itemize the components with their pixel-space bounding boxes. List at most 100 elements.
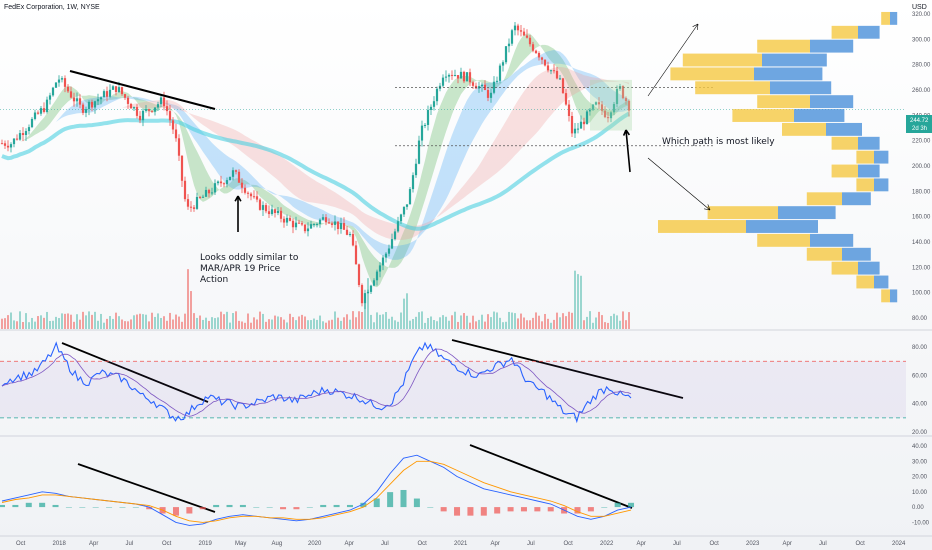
- candle-body[interactable]: [621, 86, 625, 99]
- candle-body[interactable]: [627, 100, 631, 111]
- candle-body[interactable]: [585, 111, 589, 125]
- candle-body[interactable]: [348, 234, 352, 236]
- candle-body[interactable]: [453, 75, 457, 77]
- candle-body[interactable]: [486, 90, 490, 98]
- arrow-bull-path[interactable]: [647, 23, 699, 97]
- drawings[interactable]: [61, 23, 711, 513]
- candle-body[interactable]: [78, 98, 82, 105]
- candle-body[interactable]: [240, 182, 244, 188]
- candle-body[interactable]: [207, 189, 211, 194]
- candle-body[interactable]: [468, 72, 472, 83]
- candle-body[interactable]: [219, 181, 223, 184]
- candle-body[interactable]: [294, 222, 298, 228]
- candle-body[interactable]: [507, 43, 511, 47]
- candle-body[interactable]: [279, 210, 283, 219]
- candle-body[interactable]: [510, 30, 514, 44]
- candle-body[interactable]: [258, 199, 262, 210]
- candle-body[interactable]: [552, 70, 556, 72]
- candle-body[interactable]: [147, 109, 151, 111]
- candle-body[interactable]: [213, 183, 217, 193]
- candle-body[interactable]: [318, 219, 322, 225]
- candle-body[interactable]: [606, 117, 610, 119]
- candle-body[interactable]: [72, 97, 76, 102]
- candle-body[interactable]: [357, 264, 361, 286]
- candle-body[interactable]: [93, 101, 97, 108]
- candle-body[interactable]: [192, 207, 196, 209]
- candle-body[interactable]: [321, 217, 325, 220]
- candle-body[interactable]: [339, 223, 343, 229]
- candle-body[interactable]: [498, 65, 502, 81]
- candle-body[interactable]: [570, 116, 574, 134]
- candle-body[interactable]: [504, 46, 508, 63]
- candle-body[interactable]: [255, 196, 259, 200]
- candle-body[interactable]: [543, 59, 547, 66]
- candle-body[interactable]: [183, 180, 187, 200]
- candle-body[interactable]: [378, 265, 382, 272]
- candle-body[interactable]: [375, 271, 379, 281]
- projection-box[interactable]: [590, 79, 632, 131]
- candle-body[interactable]: [33, 112, 37, 119]
- candle-body[interactable]: [87, 101, 91, 110]
- candle-body[interactable]: [210, 192, 214, 194]
- candle-body[interactable]: [108, 89, 112, 97]
- candle-body[interactable]: [324, 217, 328, 223]
- candle-body[interactable]: [135, 107, 139, 116]
- arrow-bull-path-head[interactable]: [692, 23, 699, 30]
- candle-body[interactable]: [276, 210, 280, 213]
- candle-body[interactable]: [408, 189, 412, 205]
- candle-body[interactable]: [81, 104, 85, 113]
- trendline-macd-2018[interactable]: [77, 463, 216, 513]
- candle-body[interactable]: [537, 53, 541, 58]
- candle-body[interactable]: [306, 228, 310, 232]
- candle-body[interactable]: [450, 74, 454, 76]
- candle-body[interactable]: [225, 180, 229, 185]
- candle-body[interactable]: [582, 121, 586, 125]
- candle-body[interactable]: [426, 109, 430, 125]
- candle-body[interactable]: [141, 110, 145, 121]
- candle-body[interactable]: [396, 221, 400, 232]
- candle-body[interactable]: [612, 104, 616, 113]
- candle-body[interactable]: [48, 95, 52, 100]
- candle-body[interactable]: [384, 253, 388, 258]
- candle-body[interactable]: [120, 87, 124, 95]
- candle-body[interactable]: [237, 171, 241, 183]
- candle-body[interactable]: [591, 104, 595, 110]
- candle-body[interactable]: [273, 209, 277, 213]
- candle-body[interactable]: [222, 183, 226, 185]
- candle-body[interactable]: [387, 248, 391, 254]
- candle-body[interactable]: [417, 140, 421, 164]
- candle-body[interactable]: [243, 187, 247, 193]
- price-candles[interactable]: [0, 22, 631, 310]
- candle-body[interactable]: [309, 224, 313, 229]
- candle-body[interactable]: [102, 91, 106, 98]
- candle-body[interactable]: [24, 131, 28, 136]
- candle-body[interactable]: [369, 285, 373, 292]
- candle-body[interactable]: [354, 245, 358, 265]
- candle-body[interactable]: [516, 25, 520, 31]
- candle-body[interactable]: [522, 31, 526, 36]
- candle-body[interactable]: [264, 205, 268, 212]
- candle-body[interactable]: [549, 70, 553, 72]
- candle-body[interactable]: [435, 88, 439, 102]
- candle-body[interactable]: [390, 239, 394, 249]
- candle-body[interactable]: [174, 129, 178, 139]
- candle-body[interactable]: [66, 86, 70, 92]
- candle-body[interactable]: [600, 104, 604, 111]
- candle-body[interactable]: [597, 102, 601, 105]
- candle-body[interactable]: [465, 72, 469, 82]
- candle-body[interactable]: [234, 170, 238, 172]
- candle-body[interactable]: [459, 71, 463, 79]
- candle-body[interactable]: [513, 25, 517, 31]
- candle-body[interactable]: [228, 176, 232, 181]
- candle-body[interactable]: [168, 111, 172, 121]
- candle-body[interactable]: [489, 92, 493, 98]
- candle-body[interactable]: [342, 223, 346, 230]
- candle-body[interactable]: [114, 86, 118, 92]
- candle-body[interactable]: [39, 108, 43, 114]
- candle-body[interactable]: [555, 70, 559, 79]
- candle-body[interactable]: [471, 82, 475, 86]
- candle-body[interactable]: [432, 101, 436, 107]
- candle-body[interactable]: [84, 109, 88, 113]
- candle-body[interactable]: [288, 217, 292, 221]
- candle-body[interactable]: [267, 211, 271, 215]
